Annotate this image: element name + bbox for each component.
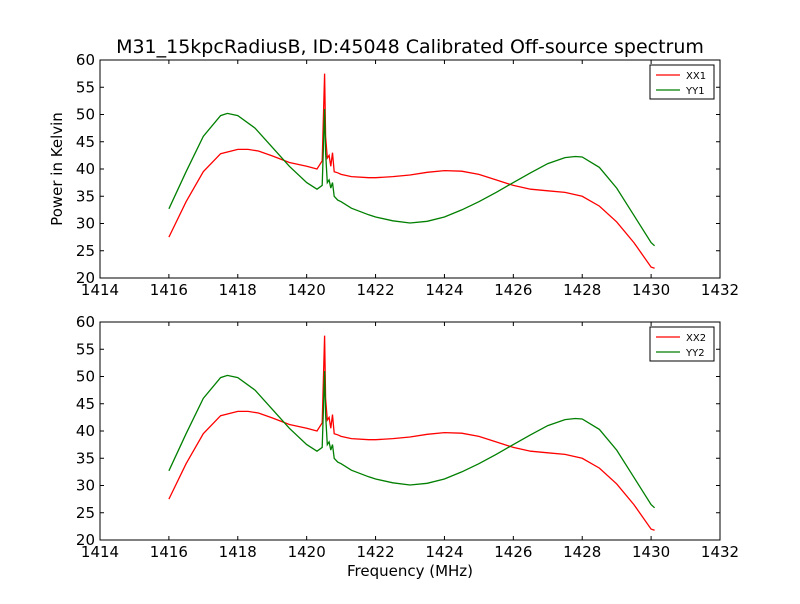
- x-tick-label: 1432: [701, 543, 739, 561]
- y-tick-label: 50: [76, 106, 95, 124]
- y-tick-label: 55: [76, 340, 95, 358]
- x-tick-label: 1424: [425, 281, 463, 299]
- top-plot-frame: [99, 59, 721, 279]
- top-panel: 1414 1416 1418 1420 1422 1424 1426 1428 1430 1432…: [76, 51, 739, 299]
- legend-label-xx2: XX2: [686, 333, 706, 344]
- y-tick-label: 20: [76, 531, 95, 549]
- y-axis-label: Power in Kelvin: [48, 112, 66, 226]
- y-tick-label: 25: [76, 504, 95, 522]
- x-tick-label: 1428: [563, 543, 601, 561]
- bottom-panel: 1414 1416 1418 1420 1422 1424 1426 1428 1430 1432…: [76, 313, 739, 561]
- x-tick-label: 1416: [150, 543, 188, 561]
- bottom-panel-lines: [168, 335, 656, 531]
- x-tick-label: 1418: [219, 543, 257, 561]
- legend-label-yy2: YY2: [685, 348, 705, 359]
- x-tick-label: 1428: [563, 281, 601, 299]
- bottom-plot-area: [100, 322, 720, 540]
- y-tick-label: 35: [76, 187, 95, 205]
- legend-label-xx1: XX1: [686, 71, 706, 82]
- series-line-yy2: [168, 370, 656, 509]
- y-tick-label: 60: [76, 313, 95, 331]
- bottom-panel-ticks: 1414 1416 1418 1420 1422 1424 1426 1428 1430 1432…: [76, 313, 739, 561]
- y-tick-label: 40: [76, 160, 95, 178]
- x-tick-label: 1424: [425, 543, 463, 561]
- x-tick-label: 1422: [356, 543, 394, 561]
- x-tick-label: 1416: [150, 281, 188, 299]
- x-tick-label: 1420: [288, 543, 326, 561]
- legend-box: [649, 64, 715, 100]
- x-tick-label: 1420: [288, 281, 326, 299]
- x-tick-label: 1418: [219, 281, 257, 299]
- legend-label-yy1: YY1: [685, 86, 705, 97]
- y-tick-label: 50: [76, 368, 95, 386]
- y-tick-label: 55: [76, 78, 95, 96]
- y-tick-label: 25: [76, 242, 95, 260]
- y-tick-label: 30: [76, 215, 95, 233]
- chart-title: M31_15kpcRadiusB, ID:45048 Calibrated Of…: [116, 36, 704, 58]
- x-tick-label: 1426: [494, 543, 532, 561]
- top-panel-lines: [168, 73, 656, 269]
- x-tick-label: 1430: [632, 281, 670, 299]
- y-tick-label: 30: [76, 477, 95, 495]
- y-tick-label: 60: [76, 51, 95, 69]
- x-tick-label: 1414: [81, 281, 119, 299]
- x-tick-label: 1430: [632, 543, 670, 561]
- series-line-xx1: [168, 73, 655, 269]
- top-plot-area: [100, 60, 720, 278]
- x-tick-label: 1426: [494, 281, 532, 299]
- x-tick-label: 1432: [701, 281, 739, 299]
- series-line-yy1: [168, 108, 656, 247]
- legend-box: [649, 326, 715, 362]
- x-tick-label: 1422: [356, 281, 394, 299]
- x-tick-label: 1414: [81, 543, 119, 561]
- y-tick-label: 20: [76, 269, 95, 287]
- top-panel-ticks: 1414 1416 1418 1420 1422 1424 1426 1428 1430 1432…: [76, 51, 739, 299]
- y-tick-label: 40: [76, 422, 95, 440]
- bottom-plot-frame: [99, 321, 721, 541]
- y-tick-label: 45: [76, 395, 95, 413]
- y-tick-label: 35: [76, 449, 95, 467]
- y-tick-label: 45: [76, 133, 95, 151]
- x-axis-label: Frequency (MHz): [347, 562, 473, 580]
- series-line-xx2: [168, 335, 655, 531]
